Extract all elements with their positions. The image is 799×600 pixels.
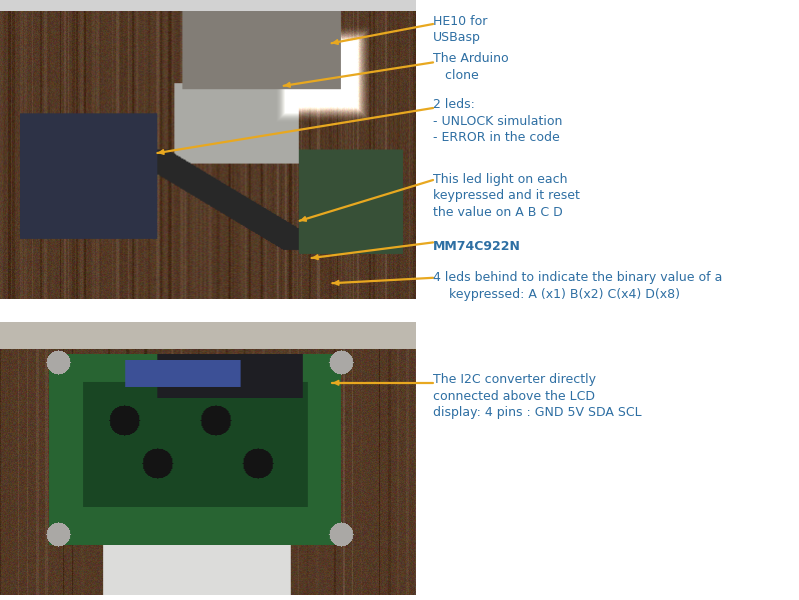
Text: This led light on each
keypressed and it reset
the value on A B C D: This led light on each keypressed and it… — [433, 173, 580, 219]
Text: 2 leds:
- UNLOCK simulation
- ERROR in the code: 2 leds: - UNLOCK simulation - ERROR in t… — [433, 98, 562, 145]
Text: The I2C converter directly
connected above the LCD
display: 4 pins : GND 5V SDA : The I2C converter directly connected abo… — [433, 373, 642, 419]
Text: HE10 for
USBasp: HE10 for USBasp — [433, 15, 487, 44]
Text: MM74C922N: MM74C922N — [433, 240, 521, 253]
Text: 4 leds behind to indicate the binary value of a
    keypressed: A (x1) B(x2) C(x: 4 leds behind to indicate the binary val… — [433, 271, 722, 301]
Text: The Arduino
   clone: The Arduino clone — [433, 52, 509, 82]
